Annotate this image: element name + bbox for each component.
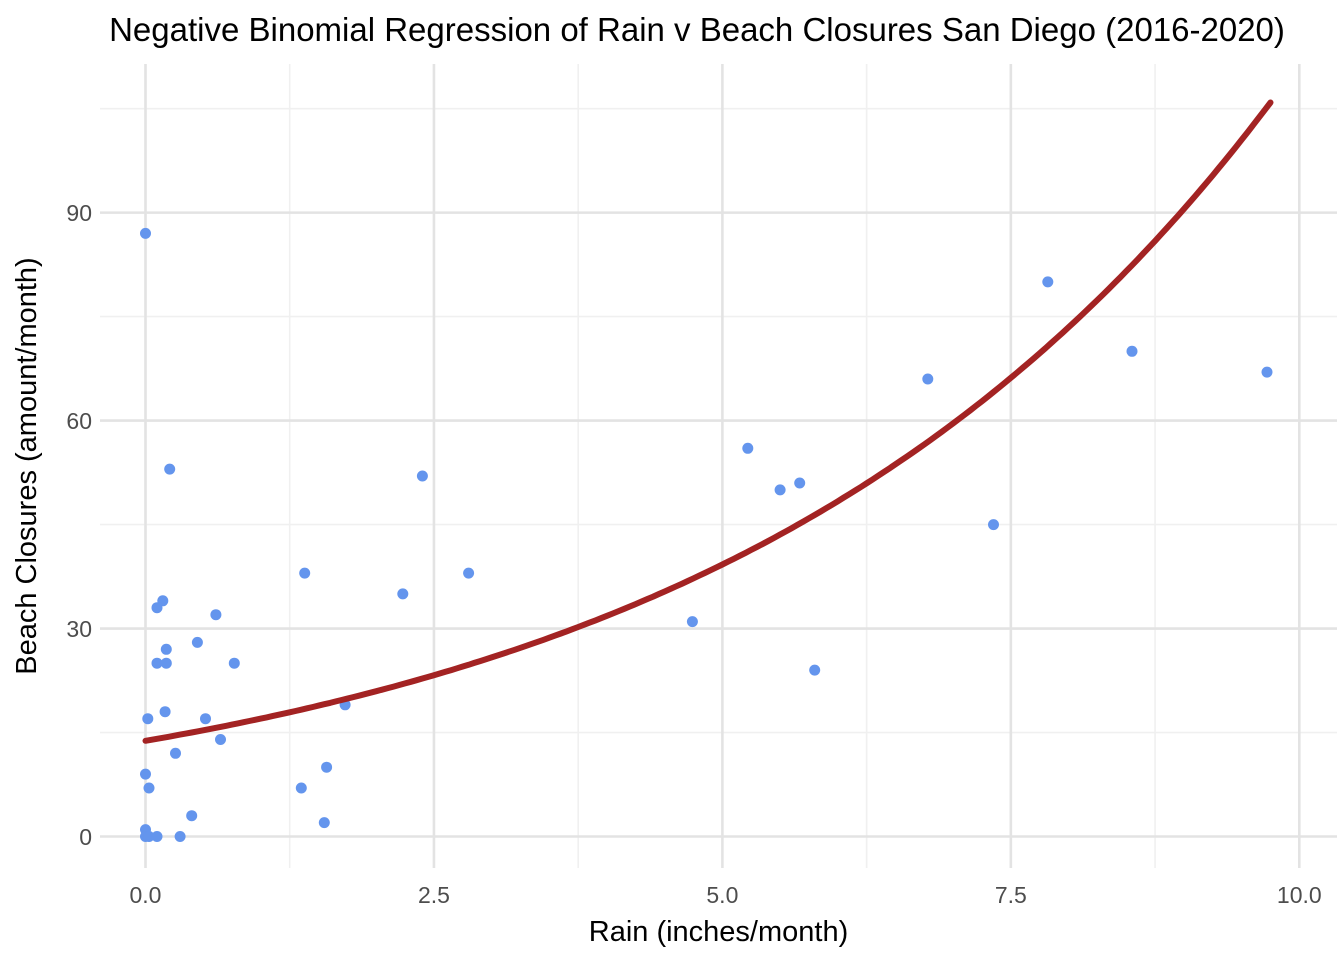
data-point	[170, 747, 181, 759]
y-tick-label: 0	[79, 823, 92, 850]
data-point	[228, 657, 240, 669]
x-tick-label: 2.5	[417, 882, 450, 908]
data-point	[164, 463, 176, 475]
x-tick-label: 10.0	[1276, 882, 1322, 908]
x-tick-label: 0.0	[129, 882, 162, 908]
data-point	[140, 768, 151, 780]
data-point	[159, 706, 171, 718]
data-point	[809, 664, 821, 676]
data-point	[200, 713, 211, 725]
data-point	[295, 782, 307, 794]
data-point	[142, 713, 154, 725]
data-point	[397, 588, 409, 600]
x-tick-label: 7.5	[994, 882, 1027, 908]
x-axis-title: Rain (inches/month)	[588, 916, 849, 948]
data-point	[774, 484, 786, 496]
data-point	[463, 567, 475, 579]
data-point	[742, 442, 754, 454]
y-tick-label: 30	[66, 615, 92, 642]
data-point	[143, 782, 155, 794]
data-point	[988, 519, 999, 531]
data-point	[321, 761, 333, 773]
data-point	[922, 373, 934, 385]
data-point	[686, 616, 698, 628]
data-point	[174, 831, 186, 842]
data-point	[191, 636, 203, 648]
x-tick-label: 5.0	[706, 882, 739, 908]
data-point	[1261, 366, 1273, 378]
y-axis-title: Beach Closures (amount/month)	[11, 257, 43, 675]
data-point	[151, 602, 163, 614]
data-point	[160, 657, 172, 669]
data-point	[299, 567, 311, 579]
data-point	[318, 817, 330, 829]
data-point	[143, 831, 155, 842]
data-point	[794, 477, 806, 489]
data-point	[1042, 276, 1054, 288]
data-point	[186, 810, 198, 822]
data-point	[416, 470, 428, 482]
data-point	[160, 643, 172, 655]
data-point	[151, 831, 163, 842]
data-point	[140, 227, 151, 239]
data-point	[151, 657, 163, 669]
data-point	[1126, 345, 1138, 357]
y-tick-label: 60	[66, 407, 92, 434]
data-point	[215, 734, 226, 745]
y-tick-label: 90	[66, 199, 92, 226]
data-point	[210, 609, 222, 621]
regression-line	[142, 99, 1274, 744]
chart-title: Negative Binomial Regression of Rain v B…	[109, 11, 1285, 48]
